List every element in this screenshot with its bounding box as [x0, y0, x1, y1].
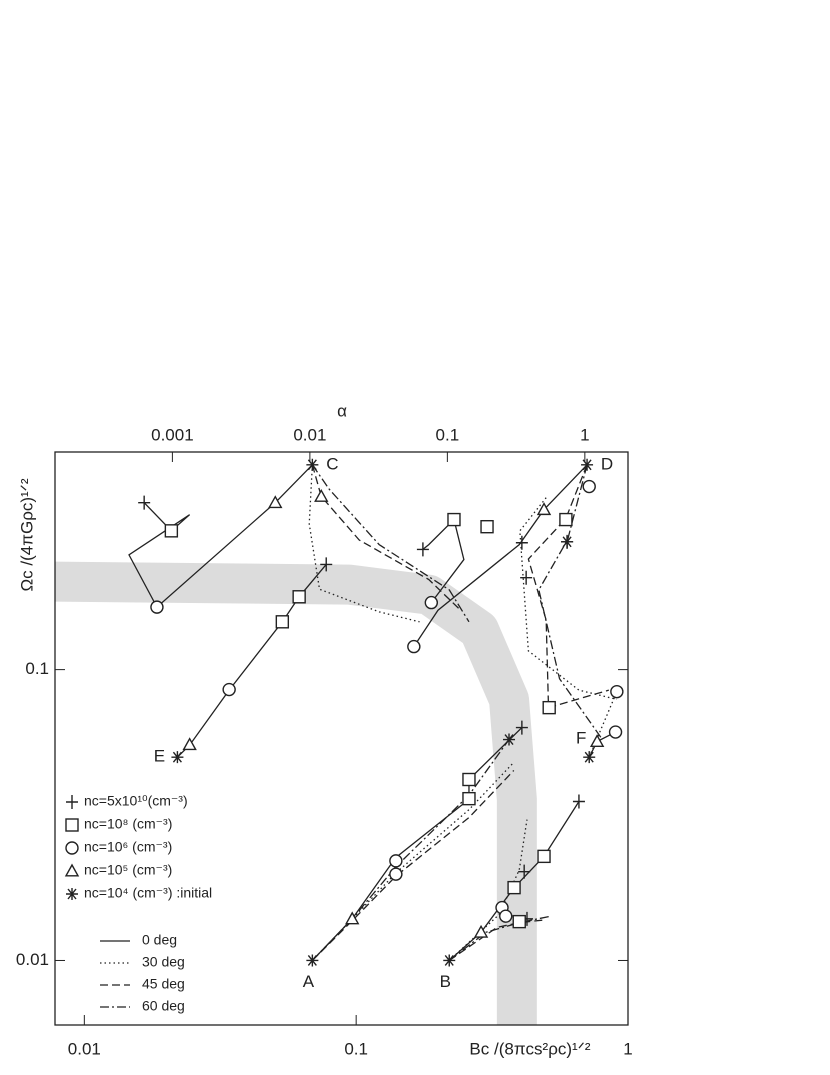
marker [443, 954, 456, 967]
x-tick-label: 0.01 [68, 1039, 101, 1058]
marker [138, 495, 151, 510]
top-tick-label: 0.1 [436, 425, 460, 444]
point-label: D [601, 454, 613, 473]
point-label: B [440, 972, 451, 991]
track-line [311, 727, 523, 961]
marker [559, 512, 573, 527]
legend-symbol [65, 841, 79, 855]
marker [536, 502, 552, 516]
track-line [588, 691, 618, 758]
legend-label: 60 deg [142, 998, 185, 1014]
marker [424, 595, 439, 610]
marker [171, 751, 184, 764]
marker [480, 519, 494, 534]
track-line [527, 464, 609, 709]
track-line [311, 464, 460, 610]
marker [499, 909, 513, 923]
x-tick-label: 1 [623, 1039, 632, 1058]
marker [512, 914, 526, 929]
marker [561, 535, 574, 548]
legend-symbol [64, 863, 80, 877]
legend-label: 30 deg [142, 954, 185, 970]
track-line [519, 497, 618, 701]
legend-symbol [65, 818, 79, 832]
marker [583, 751, 596, 764]
point-label: E [154, 747, 165, 766]
marker [473, 924, 489, 938]
track-line [311, 770, 515, 961]
point-label: A [303, 972, 315, 991]
marker [447, 512, 461, 527]
marker [462, 791, 476, 806]
top-axis-label: α [337, 401, 347, 420]
top-tick-label: 0.01 [293, 425, 326, 444]
legend-label: 0 deg [142, 932, 177, 948]
frame [54, 451, 629, 1026]
marker [589, 734, 605, 748]
marker [306, 458, 319, 471]
marker [164, 524, 179, 538]
legend-symbol [66, 888, 78, 900]
x-tick-label: 0.1 [344, 1039, 368, 1058]
track-line [311, 761, 515, 961]
legend-label: nc=10⁴ (cm⁻³) :initial [84, 885, 212, 901]
marker [537, 849, 551, 864]
legend-label: nc=10⁶ (cm⁻³) [84, 839, 172, 855]
marker [345, 911, 360, 925]
legend-label: nc=10⁵ (cm⁻³) [84, 862, 172, 878]
marker [314, 488, 329, 502]
track-line [311, 739, 510, 961]
marker [581, 458, 594, 471]
marker [610, 684, 624, 699]
top-tick-label: 1 [580, 425, 589, 444]
legend-label: 45 deg [142, 976, 185, 992]
marker [503, 733, 516, 746]
marker [320, 557, 333, 572]
marker [608, 725, 623, 739]
point-label: F [576, 729, 586, 748]
marker [518, 864, 531, 879]
shaded-band [54, 561, 537, 1025]
marker [182, 737, 197, 751]
marker [507, 880, 521, 895]
track-line [538, 464, 603, 739]
marker [515, 535, 528, 550]
y-tick-label: 0.1 [25, 659, 49, 678]
legend-label: nc=5x10¹⁰(cm⁻³) [84, 793, 188, 809]
marker [306, 954, 319, 967]
marker [292, 590, 306, 604]
marker [520, 570, 533, 585]
track-line [308, 464, 420, 623]
track-line [448, 915, 551, 961]
marker [572, 794, 585, 809]
marker [268, 495, 283, 509]
y-tick-label: 0.01 [16, 950, 49, 969]
track-line [448, 919, 547, 962]
legend-symbol [66, 795, 78, 809]
track-line [413, 464, 588, 647]
marker [462, 772, 476, 787]
marker [515, 720, 528, 735]
x-axis-label: Bc /(8πcs²ρc)¹ᐟ² [469, 1039, 590, 1058]
top-tick-label: 0.001 [151, 425, 194, 444]
legend-label: nc=10⁸ (cm⁻³) [84, 816, 172, 832]
marker [150, 600, 164, 614]
marker [275, 615, 290, 629]
marker [582, 479, 596, 494]
marker [389, 867, 403, 881]
track-line [311, 464, 470, 623]
marker [407, 639, 421, 654]
marker [389, 854, 403, 868]
point-label: C [326, 454, 338, 473]
marker [222, 682, 236, 697]
marker [416, 542, 429, 557]
marker [542, 700, 556, 715]
y-axis-label: Ωc /(4πGρc)¹ᐟ² [17, 478, 36, 591]
